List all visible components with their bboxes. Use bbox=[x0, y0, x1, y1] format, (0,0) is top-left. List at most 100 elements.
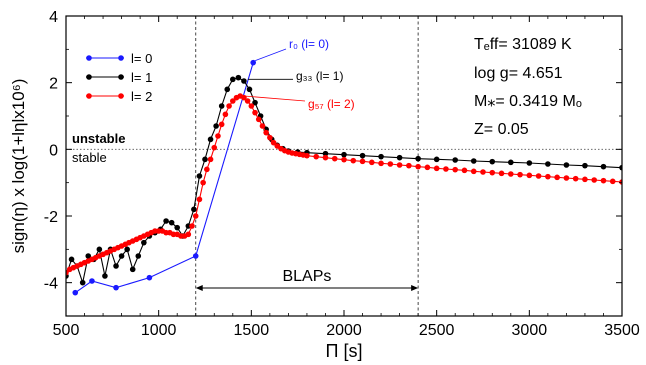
data-point bbox=[141, 239, 147, 246]
legend-label: l= 1 bbox=[131, 70, 152, 85]
data-point bbox=[526, 172, 533, 179]
data-point bbox=[146, 274, 153, 281]
data-point bbox=[563, 162, 570, 168]
data-point bbox=[591, 177, 597, 183]
data-point bbox=[207, 156, 214, 163]
legend-swatch-point bbox=[86, 74, 92, 80]
data-point bbox=[508, 171, 514, 177]
data-point bbox=[545, 173, 551, 180]
legend: l= 0 l= 1 l= 2 bbox=[86, 51, 152, 104]
g33-label: g₃₃ (l= 1) bbox=[296, 69, 343, 83]
data-point bbox=[535, 173, 542, 179]
data-point bbox=[600, 163, 607, 170]
x-tick-label: 2500 bbox=[419, 322, 455, 339]
data-point bbox=[202, 156, 208, 163]
data-point bbox=[135, 253, 142, 259]
series-2 bbox=[66, 93, 622, 276]
series-layer bbox=[66, 59, 622, 296]
data-point bbox=[480, 169, 486, 175]
data-point bbox=[359, 152, 366, 159]
data-point bbox=[263, 129, 269, 136]
data-point bbox=[498, 170, 505, 177]
data-point bbox=[619, 164, 622, 171]
legend-swatch-point bbox=[118, 55, 124, 61]
data-point bbox=[124, 246, 130, 253]
data-point bbox=[191, 206, 197, 213]
param-text: Z= 0.05 bbox=[474, 121, 529, 138]
data-point bbox=[72, 289, 79, 296]
data-point bbox=[443, 166, 449, 172]
data-point bbox=[79, 279, 86, 286]
series-line bbox=[66, 95, 622, 274]
r0-leader bbox=[255, 48, 287, 62]
data-point bbox=[163, 218, 169, 224]
data-point bbox=[424, 164, 431, 171]
x-tick-label: 3500 bbox=[604, 322, 640, 339]
y-tick-label: 4 bbox=[49, 9, 58, 26]
data-point bbox=[252, 99, 258, 106]
data-point bbox=[489, 169, 496, 176]
data-point bbox=[241, 78, 247, 84]
data-point bbox=[218, 121, 225, 128]
data-point bbox=[244, 98, 251, 104]
data-point bbox=[222, 111, 229, 118]
annotation-layer: unstable stable BLAPs r₀ (l= 0) g₃₃ (l= 1) g₅… bbox=[72, 36, 582, 291]
data-point bbox=[68, 256, 75, 263]
data-point bbox=[341, 156, 347, 163]
data-point bbox=[267, 134, 273, 141]
data-point bbox=[470, 158, 477, 164]
data-point bbox=[259, 123, 266, 129]
y-tick-label: 2 bbox=[49, 76, 58, 93]
data-point bbox=[461, 167, 468, 174]
data-point bbox=[387, 161, 394, 167]
data-point bbox=[218, 103, 225, 109]
data-point bbox=[313, 153, 320, 160]
data-point bbox=[207, 136, 214, 143]
y-tick-label: -4 bbox=[44, 276, 58, 293]
data-point bbox=[200, 179, 206, 186]
data-point bbox=[369, 159, 375, 166]
series-1 bbox=[66, 74, 622, 286]
data-point bbox=[563, 175, 570, 181]
data-point bbox=[600, 177, 607, 184]
data-point bbox=[113, 284, 119, 291]
data-point bbox=[189, 223, 195, 229]
data-point bbox=[378, 160, 384, 167]
y-tick-label: 0 bbox=[49, 142, 58, 159]
x-tick-label: 2000 bbox=[326, 322, 362, 339]
data-point bbox=[192, 253, 199, 259]
data-point bbox=[185, 231, 192, 238]
data-point bbox=[235, 74, 242, 81]
g57-leader bbox=[244, 95, 306, 102]
data-point bbox=[192, 213, 199, 219]
data-point bbox=[248, 103, 255, 109]
data-point bbox=[224, 86, 231, 93]
data-point bbox=[508, 159, 514, 166]
data-point bbox=[545, 161, 551, 167]
legend-swatch-point bbox=[118, 74, 124, 80]
data-point bbox=[102, 273, 108, 279]
data-point bbox=[246, 86, 253, 93]
x-tick-label: 500 bbox=[53, 322, 80, 339]
x-tick-label: 1000 bbox=[141, 322, 177, 339]
data-point bbox=[517, 171, 523, 178]
param-text: log g= 4.651 bbox=[474, 65, 563, 82]
data-point bbox=[85, 253, 92, 259]
data-point bbox=[118, 253, 125, 259]
series-line bbox=[74, 62, 254, 294]
data-point bbox=[433, 165, 440, 172]
param-text: Tₑff= 31089 K bbox=[474, 36, 572, 53]
data-point bbox=[331, 155, 338, 162]
legend-swatch-point bbox=[86, 93, 92, 99]
axis-layer: 500 1000 1500 2000 2500 3000 3500 -4 -2 0 2 4 Π [s] s… bbox=[9, 9, 640, 361]
data-point bbox=[470, 168, 477, 175]
data-point bbox=[396, 154, 403, 161]
data-point bbox=[304, 152, 310, 159]
x-tick-label: 1500 bbox=[234, 322, 270, 339]
stable-label: stable bbox=[72, 150, 107, 165]
unstable-label: unstable bbox=[72, 131, 125, 146]
data-point bbox=[526, 160, 533, 166]
data-point bbox=[196, 173, 203, 179]
data-point bbox=[96, 246, 103, 253]
